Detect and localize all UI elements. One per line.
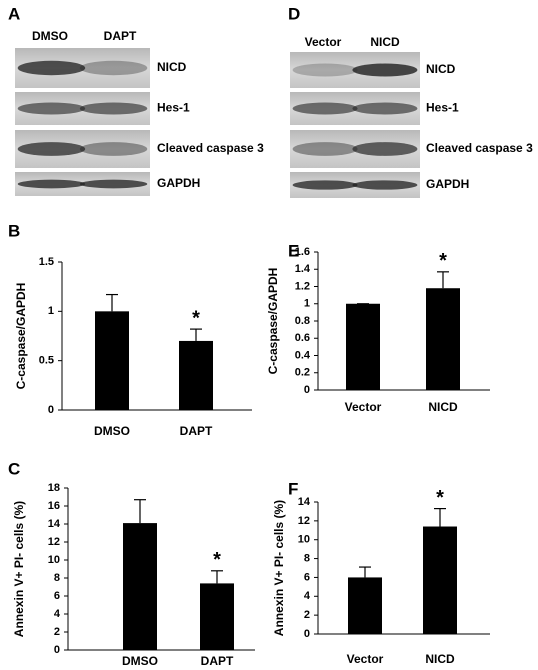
panel-letter: A — [8, 4, 20, 23]
band-label: NICD — [426, 62, 456, 76]
y-tick-label: 1.6 — [295, 246, 310, 258]
lane-label: DMSO — [32, 29, 68, 43]
y-tick-label: 10 — [48, 554, 60, 566]
significance: * — [213, 549, 221, 571]
y-tick-label: 8 — [304, 552, 310, 564]
y-tick-label: 14 — [298, 496, 311, 508]
bar — [348, 577, 382, 634]
blot-band — [352, 142, 418, 156]
y-tick-label: 1.4 — [295, 263, 311, 275]
y-tick-label: 0 — [304, 384, 310, 396]
significance: * — [192, 307, 200, 329]
blot-band — [79, 142, 148, 156]
blot-band — [79, 102, 148, 115]
bar — [123, 523, 157, 650]
y-tick-label: 0 — [304, 628, 310, 640]
y-tick-label: 12 — [48, 536, 60, 548]
y-tick-label: 2 — [54, 626, 60, 638]
y-tick-label: 0.8 — [295, 315, 310, 327]
blot-band — [17, 60, 86, 76]
x-tick-label: DMSO — [94, 424, 130, 438]
significance: * — [436, 487, 444, 509]
panel-letter: D — [288, 4, 300, 23]
y-tick-label: 0.2 — [295, 367, 310, 379]
y-tick-label: 0 — [54, 644, 60, 656]
y-tick-label: 10 — [298, 534, 310, 546]
x-tick-label: DMSO — [122, 654, 158, 668]
x-tick-label: NICD — [428, 400, 458, 414]
y-axis-label: Annexin V+ PI- cells (%) — [12, 501, 26, 637]
y-axis-label: Annexin V+ PI- cells (%) — [272, 500, 286, 636]
bar — [200, 583, 234, 650]
blot-band — [292, 180, 358, 190]
band-label: Hes-1 — [426, 101, 459, 115]
y-tick-label: 0.4 — [295, 349, 311, 361]
y-tick-label: 4 — [54, 608, 61, 620]
y-tick-label: 1 — [304, 298, 310, 310]
blot-band — [17, 102, 86, 115]
blot-band — [352, 180, 418, 190]
band-label: Hes-1 — [157, 101, 190, 115]
y-tick-label: 1 — [48, 305, 54, 317]
blot-band — [17, 142, 86, 156]
blot-band — [79, 60, 148, 76]
x-tick-label: DAPT — [201, 654, 234, 668]
y-tick-label: 6 — [304, 571, 310, 583]
y-tick-label: 14 — [48, 518, 61, 530]
bar — [95, 311, 129, 410]
bar — [179, 340, 213, 410]
y-tick-label: 12 — [298, 515, 310, 527]
bar — [426, 288, 460, 390]
y-tick-label: 2 — [304, 609, 310, 621]
blot-band — [352, 102, 418, 115]
lane-label: Vector — [305, 35, 342, 49]
lane-label: DAPT — [104, 29, 137, 43]
significance: * — [439, 250, 447, 272]
y-tick-label: 0.5 — [39, 355, 54, 367]
blot-band — [352, 63, 418, 77]
panel-letter: E — [288, 241, 299, 260]
x-tick-label: DAPT — [180, 424, 213, 438]
x-tick-label: Vector — [345, 400, 382, 414]
y-axis-label: C-caspase/GAPDH — [266, 268, 280, 375]
y-tick-label: 4 — [304, 590, 311, 602]
blot-band — [292, 102, 358, 115]
band-label: Cleaved caspase 3 — [426, 141, 533, 155]
panel-letter: F — [288, 479, 298, 498]
blot-band — [292, 63, 358, 77]
band-label: Cleaved caspase 3 — [157, 141, 264, 155]
lane-label: NICD — [370, 35, 400, 49]
y-tick-label: 18 — [48, 482, 60, 494]
x-tick-label: Vector — [347, 652, 384, 666]
y-tick-label: 8 — [54, 572, 60, 584]
band-label: GAPDH — [157, 176, 200, 190]
blot-band — [79, 179, 148, 189]
y-tick-label: 0 — [48, 404, 54, 416]
blot-band — [292, 142, 358, 156]
panel-letter: B — [8, 221, 20, 240]
band-label: GAPDH — [426, 177, 469, 191]
bar — [423, 526, 457, 634]
y-tick-label: 0.6 — [295, 332, 310, 344]
bar — [346, 303, 380, 390]
band-label: NICD — [157, 60, 187, 74]
blot-band — [17, 179, 86, 189]
x-tick-label: NICD — [425, 652, 455, 666]
y-tick-label: 1.2 — [295, 280, 310, 292]
y-tick-label: 16 — [48, 500, 60, 512]
y-tick-label: 1.5 — [39, 256, 54, 268]
y-axis-label: C-caspase/GAPDH — [14, 283, 28, 390]
y-tick-label: 6 — [54, 590, 60, 602]
panel-letter: C — [8, 459, 20, 478]
